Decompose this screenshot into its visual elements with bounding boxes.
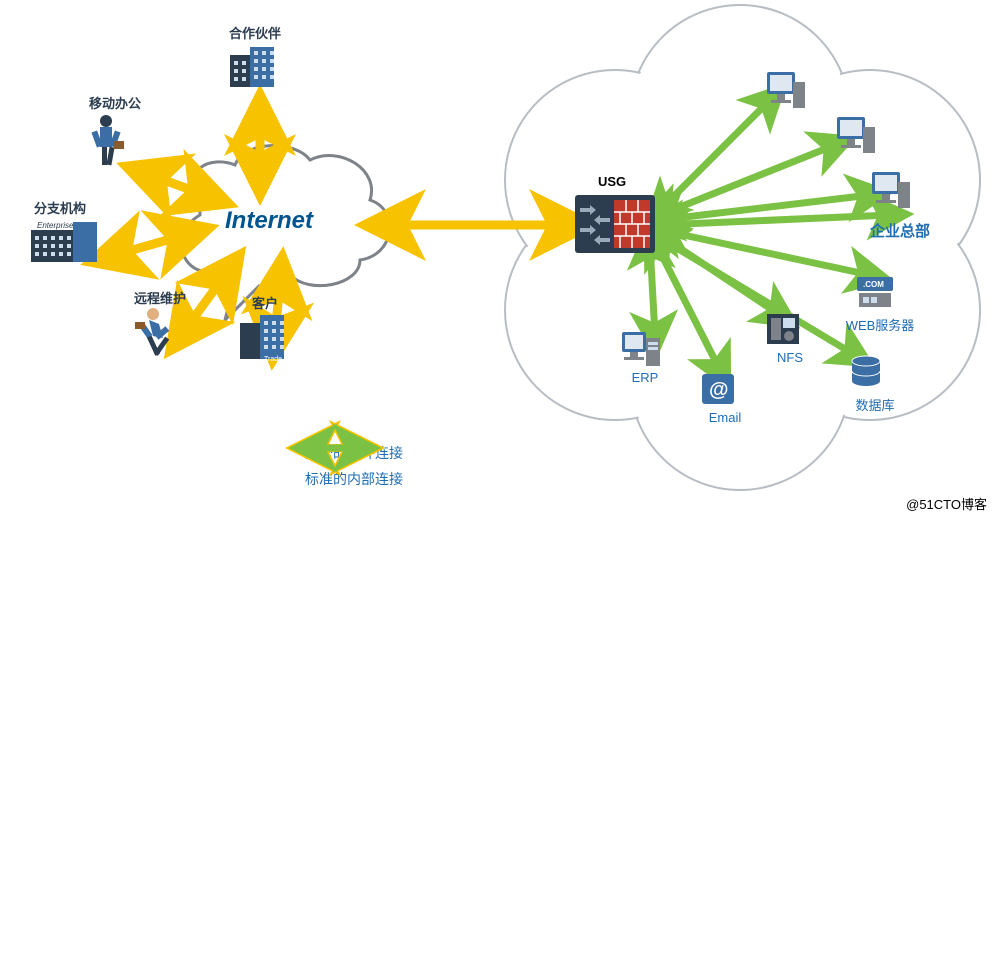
svg-text:Enterprise: Enterprise — [37, 221, 74, 230]
legend-row-internal: 标准的内部连接 — [305, 466, 403, 492]
branch-label: 分支机构 — [15, 198, 105, 217]
diagram-stage: Internet USG 企业总部 合作伙伴移动办公Enterprise分支机构… — [0, 0, 993, 517]
remote-label: 远程维护 — [115, 288, 205, 307]
partner-label: 合作伙伴 — [210, 23, 300, 42]
watermark: @51CTO博客 — [906, 494, 987, 513]
erp-label: ERP — [600, 370, 690, 385]
legend-arrow-green-icon — [305, 440, 993, 957]
svg-text:Trade: Trade — [264, 356, 282, 363]
mobile-label: 移动办公 — [70, 93, 160, 112]
customer-label: 客户 — [220, 293, 310, 312]
svg-text:.COM: .COM — [863, 280, 884, 289]
legend: 加密的内外连接 标准的内部连接 — [305, 440, 403, 492]
